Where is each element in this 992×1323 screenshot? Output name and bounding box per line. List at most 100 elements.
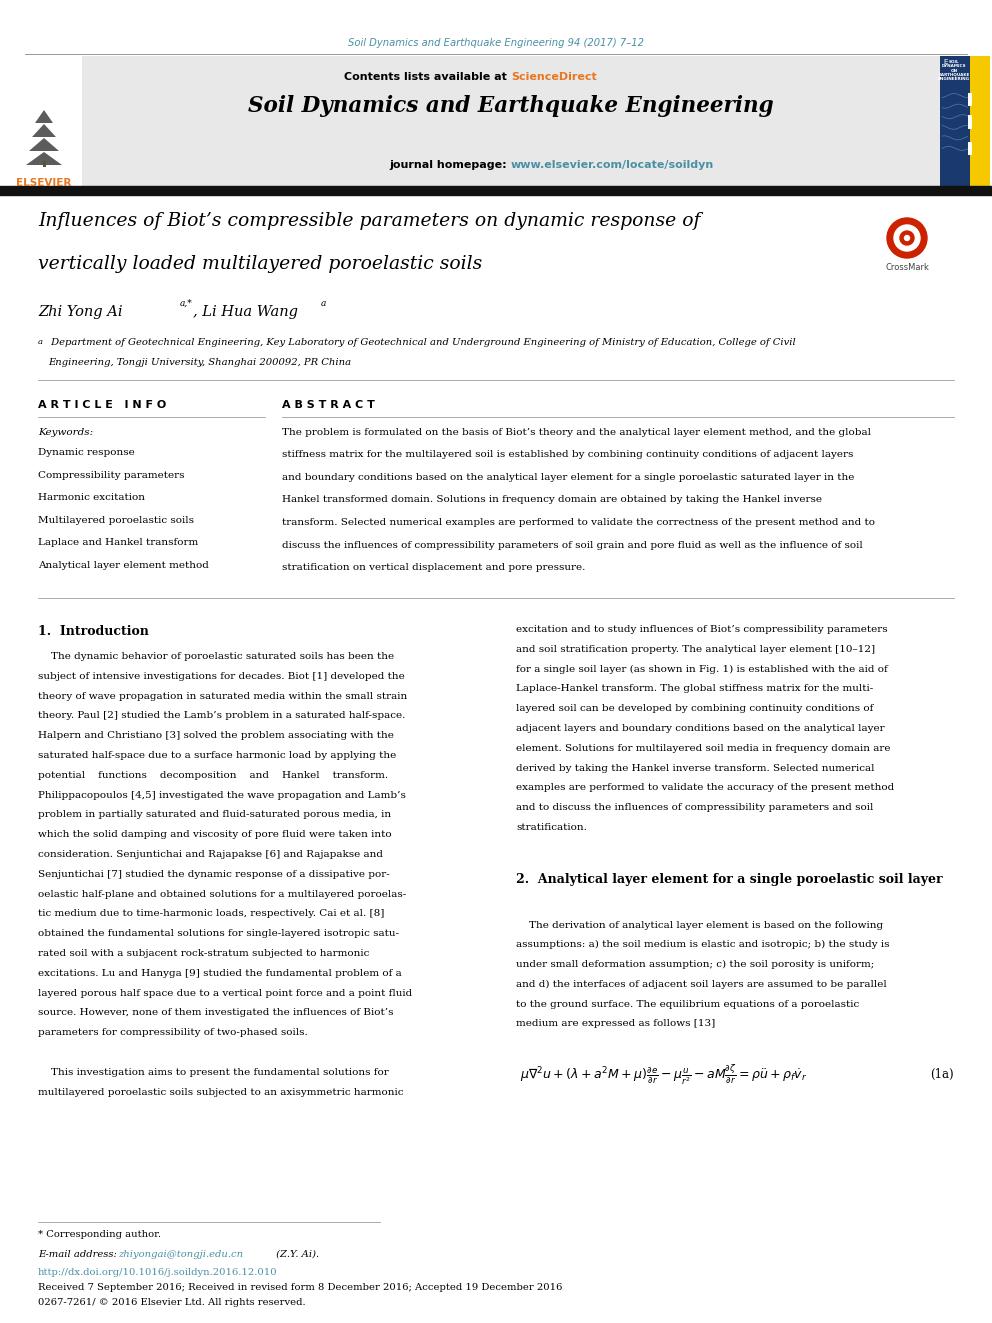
Text: Laplace-Hankel transform. The global stiffness matrix for the multi-: Laplace-Hankel transform. The global sti… (516, 684, 873, 693)
Text: Philippacopoulos [4,5] investigated the wave propagation and Lamb’s: Philippacopoulos [4,5] investigated the … (38, 791, 406, 799)
Text: and boundary conditions based on the analytical layer element for a single poroe: and boundary conditions based on the ana… (282, 474, 854, 482)
Text: Influences of Biot’s compressible parameters on dynamic response of: Influences of Biot’s compressible parame… (38, 212, 700, 230)
Text: stratification on vertical displacement and pore pressure.: stratification on vertical displacement … (282, 564, 585, 572)
Text: a,*: a,* (180, 299, 192, 308)
Text: E-mail address:: E-mail address: (38, 1250, 120, 1259)
Text: SOIL
DYNAMICS
ON
EARTHQUAKE
ENGINEERING: SOIL DYNAMICS ON EARTHQUAKE ENGINEERING (938, 60, 970, 81)
FancyBboxPatch shape (82, 56, 940, 188)
Text: (1a): (1a) (930, 1068, 954, 1081)
Text: theory of wave propagation in saturated media within the small strain: theory of wave propagation in saturated … (38, 692, 408, 701)
Text: Department of Geotechnical Engineering, Key Laboratory of Geotechnical and Under: Department of Geotechnical Engineering, … (48, 337, 796, 347)
Text: Senjuntichai [7] studied the dynamic response of a dissipative por-: Senjuntichai [7] studied the dynamic res… (38, 869, 390, 878)
FancyBboxPatch shape (970, 56, 990, 188)
Text: stiffness matrix for the multilayered soil is established by combining continuit: stiffness matrix for the multilayered so… (282, 451, 853, 459)
Text: (Z.Y. Ai).: (Z.Y. Ai). (273, 1250, 319, 1259)
Text: parameters for compressibility of two-phased soils.: parameters for compressibility of two-ph… (38, 1028, 308, 1037)
Text: 2.  Analytical layer element for a single poroelastic soil layer: 2. Analytical layer element for a single… (516, 872, 942, 885)
Text: 0267-7261/ © 2016 Elsevier Ltd. All rights reserved.: 0267-7261/ © 2016 Elsevier Ltd. All righ… (38, 1298, 306, 1307)
Polygon shape (35, 110, 53, 123)
Text: excitations. Lu and Hanyga [9] studied the fundamental problem of a: excitations. Lu and Hanyga [9] studied t… (38, 968, 402, 978)
Text: source. However, none of them investigated the influences of Biot’s: source. However, none of them investigat… (38, 1008, 394, 1017)
FancyBboxPatch shape (967, 115, 971, 128)
Text: tic medium due to time-harmonic loads, respectively. Cai et al. [8]: tic medium due to time-harmonic loads, r… (38, 909, 384, 918)
Text: Laplace and Hankel transform: Laplace and Hankel transform (38, 538, 198, 546)
FancyBboxPatch shape (967, 93, 971, 106)
Circle shape (894, 225, 920, 251)
Text: rated soil with a subjacent rock-stratum subjected to harmonic: rated soil with a subjacent rock-stratum… (38, 949, 369, 958)
Text: medium are expressed as follows [13]: medium are expressed as follows [13] (516, 1020, 715, 1028)
Text: subject of intensive investigations for decades. Biot [1] developed the: subject of intensive investigations for … (38, 672, 405, 681)
Text: Engineering, Tongji University, Shanghai 200092, PR China: Engineering, Tongji University, Shanghai… (48, 359, 351, 366)
Text: Soil Dynamics and Earthquake Engineering 94 (2017) 7–12: Soil Dynamics and Earthquake Engineering… (348, 38, 644, 48)
Text: Zhi Yong Ai: Zhi Yong Ai (38, 306, 122, 319)
Text: to the ground surface. The equilibrium equations of a poroelastic: to the ground surface. The equilibrium e… (516, 1000, 859, 1008)
Text: assumptions: a) the soil medium is elastic and isotropic; b) the study is: assumptions: a) the soil medium is elast… (516, 941, 890, 950)
Text: A B S T R A C T: A B S T R A C T (282, 400, 375, 410)
Text: , Li Hua Wang: , Li Hua Wang (193, 306, 298, 319)
Text: The problem is formulated on the basis of Biot’s theory and the analytical layer: The problem is formulated on the basis o… (282, 429, 871, 437)
Polygon shape (29, 138, 59, 151)
Text: problem in partially saturated and fluid-saturated porous media, in: problem in partially saturated and fluid… (38, 811, 391, 819)
Text: and soil stratification property. The analytical layer element [10–12]: and soil stratification property. The an… (516, 644, 875, 654)
Text: The derivation of analytical layer element is based on the following: The derivation of analytical layer eleme… (516, 921, 883, 930)
Text: Received 7 September 2016; Received in revised form 8 December 2016; Accepted 19: Received 7 September 2016; Received in r… (38, 1283, 562, 1293)
Text: discuss the influences of compressibility parameters of soil grain and pore flui: discuss the influences of compressibilit… (282, 541, 863, 549)
Text: under small deformation assumption; c) the soil porosity is uniform;: under small deformation assumption; c) t… (516, 960, 874, 970)
Text: Soil Dynamics and Earthquake Engineering: Soil Dynamics and Earthquake Engineering (248, 95, 774, 116)
Text: theory. Paul [2] studied the Lamb’s problem in a saturated half-space.: theory. Paul [2] studied the Lamb’s prob… (38, 712, 406, 721)
Text: Analytical layer element method: Analytical layer element method (38, 561, 209, 569)
Text: derived by taking the Hankel inverse transform. Selected numerical: derived by taking the Hankel inverse tra… (516, 763, 875, 773)
Text: and to discuss the influences of compressibility parameters and soil: and to discuss the influences of compres… (516, 803, 873, 812)
Circle shape (905, 235, 910, 241)
Text: obtained the fundamental solutions for single-layered isotropic satu-: obtained the fundamental solutions for s… (38, 929, 399, 938)
Text: transform. Selected numerical examples are performed to validate the correctness: transform. Selected numerical examples a… (282, 519, 875, 527)
Text: a: a (321, 299, 326, 308)
Text: excitation and to study influences of Biot’s compressibility parameters: excitation and to study influences of Bi… (516, 624, 888, 634)
Text: CrossMark: CrossMark (885, 263, 929, 273)
Text: Contents lists available at: Contents lists available at (344, 71, 511, 82)
Text: E: E (943, 60, 947, 65)
Text: element. Solutions for multilayered soil media in frequency domain are: element. Solutions for multilayered soil… (516, 744, 891, 753)
FancyBboxPatch shape (5, 56, 82, 188)
Text: consideration. Senjuntichai and Rajapakse [6] and Rajapakse and: consideration. Senjuntichai and Rajapaks… (38, 849, 383, 859)
Text: layered soil can be developed by combining continuity conditions of: layered soil can be developed by combini… (516, 704, 873, 713)
Circle shape (900, 232, 914, 245)
Text: The dynamic behavior of poroelastic saturated soils has been the: The dynamic behavior of poroelastic satu… (38, 652, 394, 662)
Text: A R T I C L E   I N F O: A R T I C L E I N F O (38, 400, 167, 410)
Text: journal homepage:: journal homepage: (390, 160, 511, 169)
Text: a: a (38, 337, 43, 347)
Text: zhiyongai@tongji.edu.cn: zhiyongai@tongji.edu.cn (118, 1250, 243, 1259)
Circle shape (887, 218, 927, 258)
Text: and d) the interfaces of adjacent soil layers are assumed to be parallel: and d) the interfaces of adjacent soil l… (516, 980, 887, 990)
Text: Compressibility parameters: Compressibility parameters (38, 471, 185, 479)
Text: adjacent layers and boundary conditions based on the analytical layer: adjacent layers and boundary conditions … (516, 724, 885, 733)
Text: oelastic half-plane and obtained solutions for a multilayered poroelas-: oelastic half-plane and obtained solutio… (38, 889, 407, 898)
FancyBboxPatch shape (43, 161, 46, 167)
FancyBboxPatch shape (967, 142, 971, 155)
Text: Dynamic response: Dynamic response (38, 448, 135, 456)
Text: * Corresponding author.: * Corresponding author. (38, 1230, 161, 1240)
Text: ELSEVIER: ELSEVIER (16, 179, 71, 188)
Text: www.elsevier.com/locate/soildyn: www.elsevier.com/locate/soildyn (511, 160, 714, 169)
Text: saturated half-space due to a surface harmonic load by applying the: saturated half-space due to a surface ha… (38, 751, 396, 759)
Text: layered porous half space due to a vertical point force and a point fluid: layered porous half space due to a verti… (38, 988, 413, 998)
Text: stratification.: stratification. (516, 823, 587, 832)
Text: 1.  Introduction: 1. Introduction (38, 624, 149, 638)
Text: Multilayered poroelastic soils: Multilayered poroelastic soils (38, 516, 194, 524)
Text: Halpern and Christiano [3] solved the problem associating with the: Halpern and Christiano [3] solved the pr… (38, 732, 394, 740)
Text: potential    functions    decomposition    and    Hankel    transform.: potential functions decomposition and Ha… (38, 771, 388, 779)
Polygon shape (32, 124, 56, 138)
Text: Keywords:: Keywords: (38, 429, 93, 437)
Text: Hankel transformed domain. Solutions in frequency domain are obtained by taking : Hankel transformed domain. Solutions in … (282, 496, 822, 504)
Text: which the solid damping and viscosity of pore fluid were taken into: which the solid damping and viscosity of… (38, 831, 392, 839)
Text: multilayered poroelastic soils subjected to an axisymmetric harmonic: multilayered poroelastic soils subjected… (38, 1088, 404, 1097)
Text: ScienceDirect: ScienceDirect (511, 71, 597, 82)
Text: examples are performed to validate the accuracy of the present method: examples are performed to validate the a… (516, 783, 894, 792)
Text: This investigation aims to present the fundamental solutions for: This investigation aims to present the f… (38, 1068, 389, 1077)
Polygon shape (26, 152, 62, 165)
FancyBboxPatch shape (940, 56, 990, 188)
Text: http://dx.doi.org/10.1016/j.soildyn.2016.12.010: http://dx.doi.org/10.1016/j.soildyn.2016… (38, 1267, 278, 1277)
Text: for a single soil layer (as shown in Fig. 1) is established with the aid of: for a single soil layer (as shown in Fig… (516, 664, 888, 673)
Text: $\mu\nabla^2 u + (\lambda + a^2M + \mu)\frac{\partial e}{\partial r} - \mu\frac{: $\mu\nabla^2 u + (\lambda + a^2M + \mu)\… (520, 1062, 807, 1086)
Text: Harmonic excitation: Harmonic excitation (38, 493, 145, 501)
